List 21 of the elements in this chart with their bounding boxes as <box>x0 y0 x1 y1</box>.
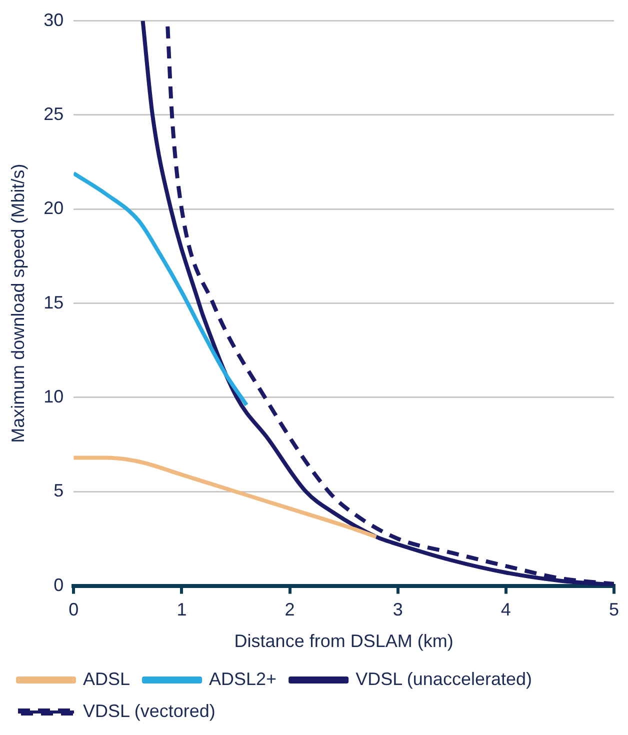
x-tick-label: 4 <box>500 600 511 620</box>
line-series <box>74 456 378 539</box>
y-axis-title: Maximum download speed (Mbit/s) <box>8 164 28 443</box>
legend-label: VDSL (vectored) <box>83 700 216 721</box>
x-tick-label: 1 <box>176 600 187 620</box>
x-tick-label: 2 <box>284 600 295 620</box>
x-tick-label: 3 <box>392 600 403 620</box>
x-tick-label: 5 <box>608 600 620 620</box>
legend-label: VDSL (unaccelerated) <box>356 668 532 689</box>
y-tick-label: 5 <box>54 480 64 501</box>
x-tick-label: 0 <box>68 600 79 620</box>
y-tick-label: 25 <box>44 104 64 124</box>
y-tick-label: 15 <box>44 292 64 312</box>
legend-label: ADSL2+ <box>209 668 277 689</box>
legend-label: ADSL <box>83 668 130 689</box>
line-series <box>74 171 249 407</box>
y-tick-label: 20 <box>44 198 64 218</box>
y-tick-label: 10 <box>44 386 64 406</box>
x-axis-title: Distance from DSLAM (km) <box>234 631 454 652</box>
y-tick-label: 0 <box>54 574 64 595</box>
y-tick-label: 30 <box>44 10 64 30</box>
